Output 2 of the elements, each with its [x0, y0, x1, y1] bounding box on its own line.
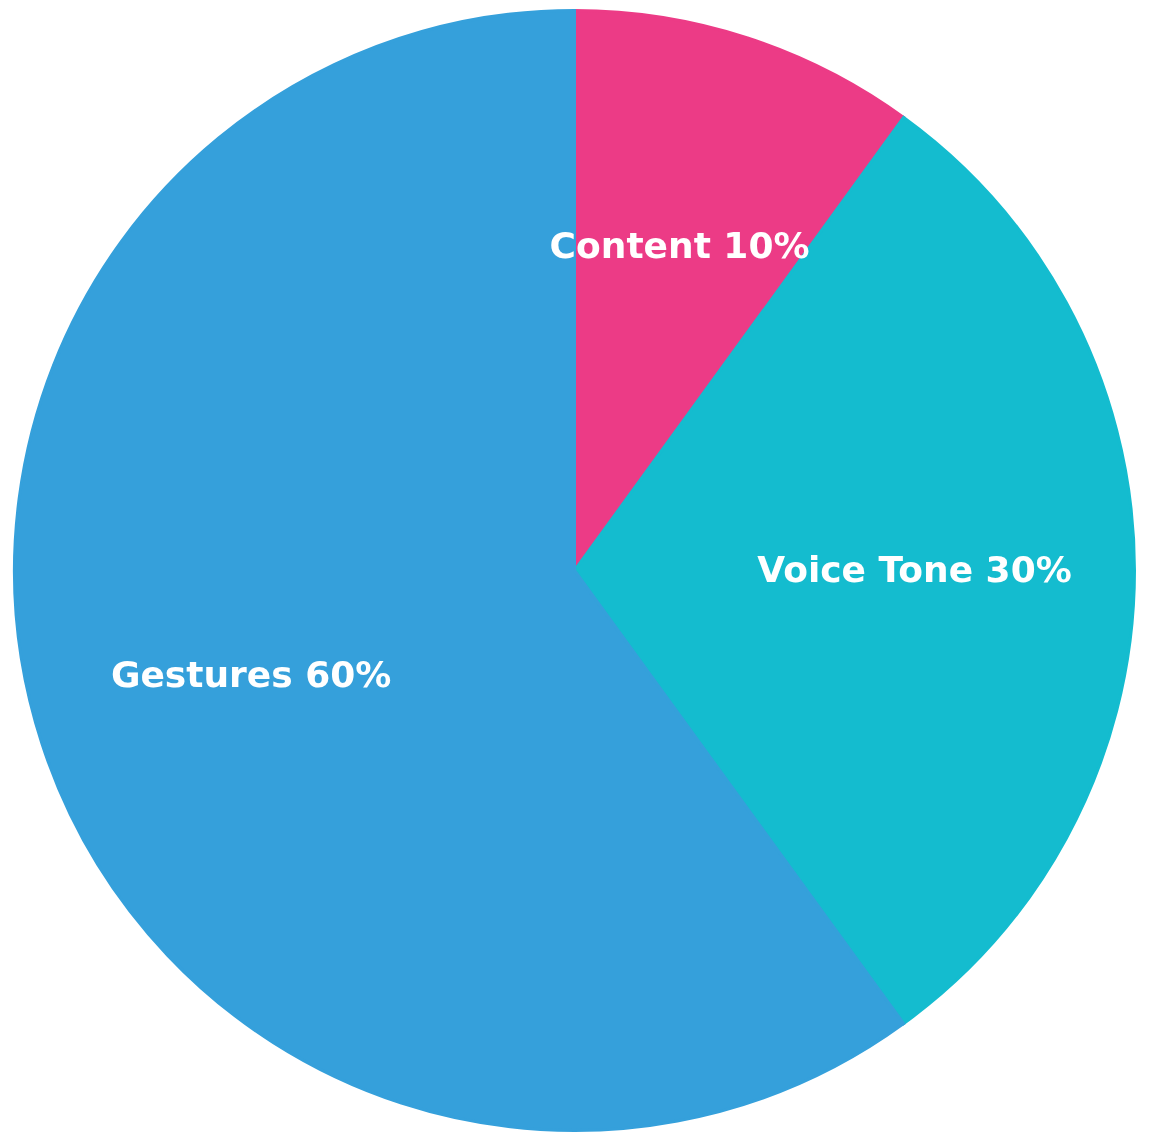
slice-label: Gestures 60% [110, 653, 392, 695]
slice-label: Voice Tone 30% [757, 548, 1072, 590]
